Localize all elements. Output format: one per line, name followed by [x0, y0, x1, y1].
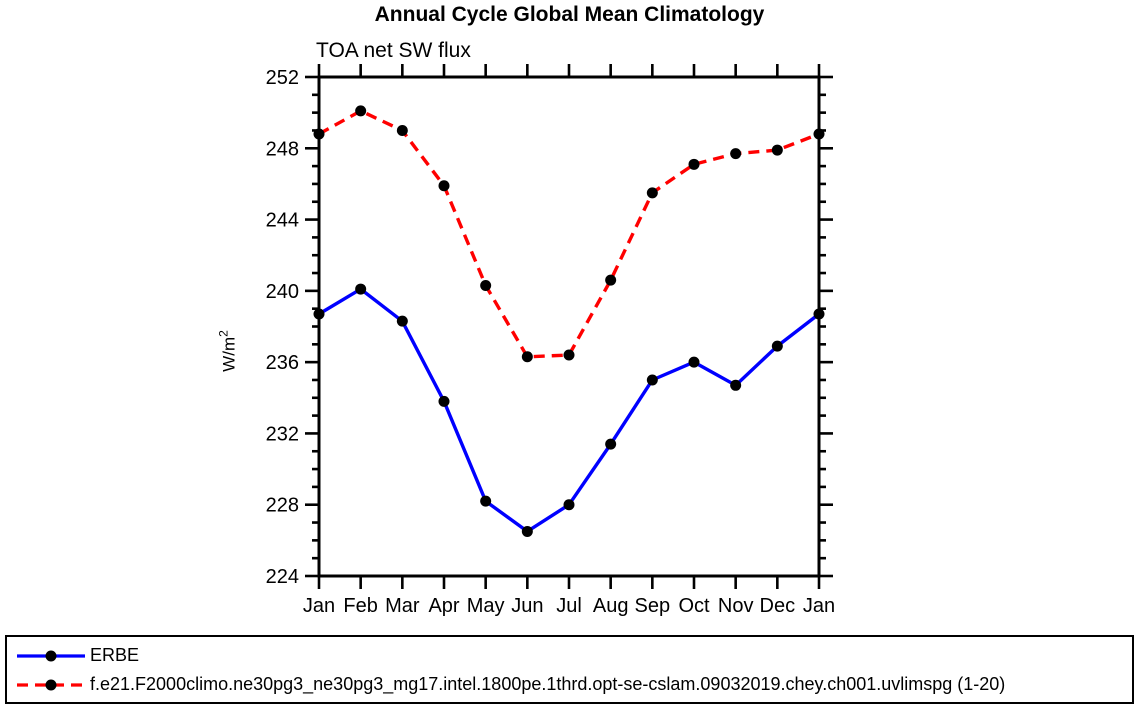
x-tick-label: Mar — [385, 595, 420, 617]
y-tick-label: 252 — [266, 67, 299, 89]
data-point-0 — [730, 379, 742, 391]
data-point-0 — [688, 356, 700, 368]
data-point-0 — [771, 340, 783, 352]
data-point-0 — [438, 395, 450, 407]
y-tick-label: 224 — [266, 566, 299, 588]
data-point-1 — [480, 280, 492, 292]
legend-label-erbe: ERBE — [90, 645, 140, 665]
data-point-1 — [355, 105, 367, 117]
y-tick-label: 248 — [266, 138, 299, 160]
data-point-1 — [396, 124, 408, 136]
y-tick-label: 244 — [266, 210, 299, 232]
data-point-0 — [605, 438, 617, 450]
legend-label-model: f.e21.F2000climo.ne30pg3_ne30pg3_mg17.in… — [90, 674, 1006, 694]
x-tick-label: May — [467, 595, 505, 617]
series-line-1 — [318, 109, 820, 359]
legend-line-sample-solid — [17, 650, 85, 661]
data-point-0 — [563, 499, 575, 511]
y-tick-label: 236 — [266, 352, 299, 374]
data-point-1 — [688, 158, 700, 170]
legend-item-model: f.e21.F2000climo.ne30pg3_ne30pg3_mg17.in… — [15, 670, 1132, 699]
data-point-1 — [313, 128, 325, 140]
x-tick-label: Feb — [343, 595, 377, 617]
legend-item-erbe: ERBE — [15, 641, 1132, 670]
data-point-0 — [813, 308, 825, 320]
x-tick-label: Dec — [760, 595, 796, 617]
x-tick-label: Jul — [556, 595, 582, 617]
data-point-1 — [605, 274, 617, 286]
x-tick-label: Oct — [678, 595, 710, 617]
data-point-0 — [480, 495, 492, 507]
data-point-1 — [563, 349, 575, 361]
data-point-1 — [521, 351, 533, 363]
x-tick-label: Jan — [303, 595, 335, 617]
data-point-0 — [521, 525, 533, 537]
data-point-1 — [771, 144, 783, 156]
data-point-0 — [355, 283, 367, 295]
x-tick-label: Jun — [511, 595, 543, 617]
x-tick-label: Aug — [593, 595, 629, 617]
series-line-0 — [318, 287, 821, 534]
data-point-1 — [813, 128, 825, 140]
legend: ERBE f.e21.F2000climo.ne30pg3_ne30pg3_mg… — [5, 635, 1134, 704]
data-point-1 — [438, 180, 450, 192]
x-tick-label: Apr — [428, 595, 459, 617]
y-tick-label: 240 — [266, 281, 299, 303]
y-tick-label: 228 — [266, 495, 299, 517]
data-point-1 — [730, 148, 742, 160]
chart-title: Annual Cycle Global Mean Climatology — [374, 3, 765, 26]
legend-line-sample-dashed — [17, 679, 85, 690]
x-tick-label: Nov — [718, 595, 754, 617]
chart-subtitle: TOA net SW flux — [316, 39, 471, 62]
x-tick-label: Jan — [803, 595, 835, 617]
data-point-0 — [313, 308, 325, 320]
data-point-0 — [396, 315, 408, 327]
x-tick-label: Sep — [635, 595, 671, 617]
data-point-1 — [646, 187, 658, 199]
data-point-0 — [646, 374, 658, 386]
y-tick-label: 232 — [266, 423, 299, 445]
